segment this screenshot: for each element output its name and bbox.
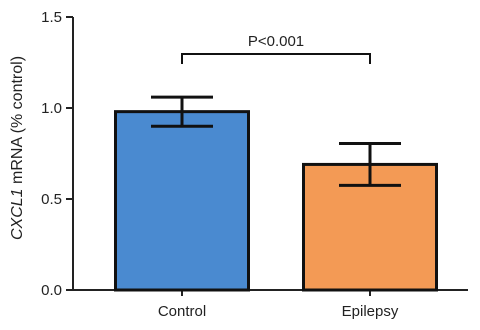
y-tick-label: 1.5 (41, 9, 62, 26)
error-bars (151, 95, 401, 187)
y-axis-label-gene: CXCL1 (9, 188, 26, 240)
y-tick-label: 1.0 (41, 100, 62, 117)
y-tick-label: 0.5 (41, 191, 62, 208)
significance-bracket: P<0.001 (181, 33, 371, 64)
y-axis-label: CXCL1 mRNA (% control) (9, 56, 26, 240)
bracket-line (181, 53, 371, 64)
bars (114, 110, 438, 292)
y-axis-label-rest: mRNA (% control) (9, 56, 26, 188)
x-tick-label: Epilepsy (342, 303, 399, 320)
y-tick-label: 0.0 (41, 282, 62, 299)
p-value-label: P<0.001 (248, 33, 304, 50)
x-tick-label: Control (158, 303, 206, 320)
bar-control (114, 110, 250, 292)
